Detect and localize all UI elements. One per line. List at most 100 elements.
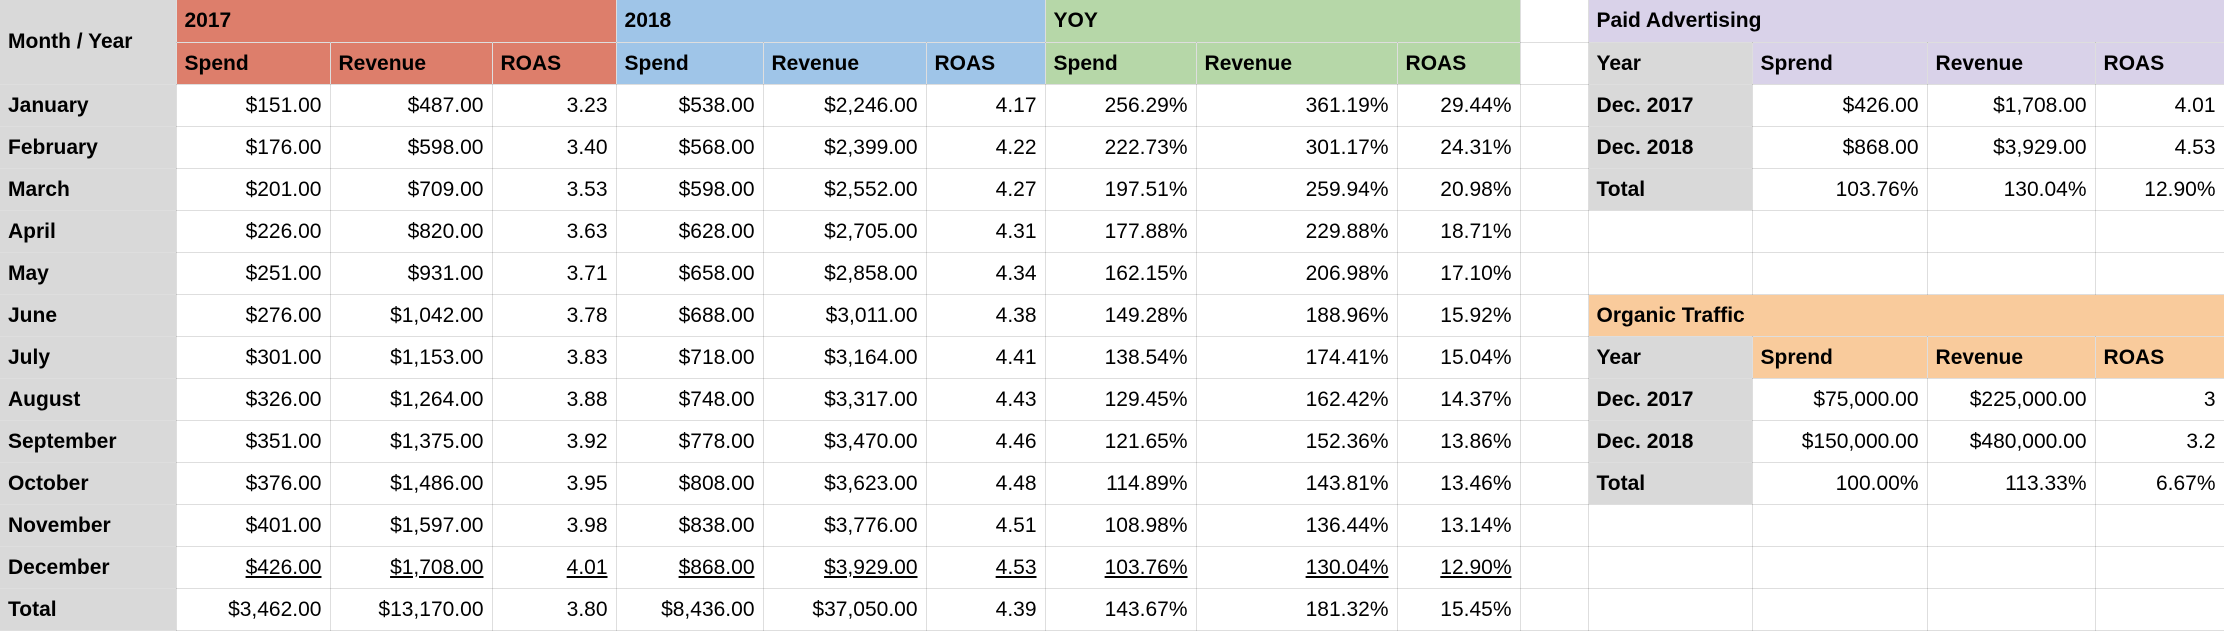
cell-2017-spend[interactable]: $376.00 xyxy=(176,462,331,505)
paid-spend-cell[interactable]: 103.76% xyxy=(1752,168,1928,211)
spacer-cell[interactable] xyxy=(1520,0,1589,43)
cell-2018-spend[interactable]: $538.00 xyxy=(616,84,764,127)
cell-2017-revenue[interactable]: $1,042.00 xyxy=(330,294,493,337)
organic-roas-cell[interactable]: 3 xyxy=(2095,378,2224,421)
cell-yoy-revenue[interactable]: 206.98% xyxy=(1196,252,1398,295)
organic-row-label[interactable]: Dec. 2018 xyxy=(1588,420,1753,463)
empty-cell[interactable] xyxy=(1927,504,2096,547)
paid-roas-cell[interactable]: 4.53 xyxy=(2095,126,2224,169)
col-header-organic-revenue[interactable]: Revenue xyxy=(1927,336,2096,379)
organic-row-label[interactable]: Total xyxy=(1588,462,1753,505)
empty-cell[interactable] xyxy=(1927,210,2096,253)
col-header-2017-spend[interactable]: Spend xyxy=(176,42,331,85)
empty-cell[interactable] xyxy=(1927,546,2096,589)
empty-cell[interactable] xyxy=(1752,210,1928,253)
cell-yoy-spend[interactable]: 129.45% xyxy=(1045,378,1197,421)
col-header-2018-roas[interactable]: ROAS xyxy=(926,42,1046,85)
cell-2018-spend[interactable]: $808.00 xyxy=(616,462,764,505)
cell-2018-spend[interactable]: $868.00 xyxy=(616,546,764,589)
cell-2017-roas[interactable]: 3.63 xyxy=(492,210,617,253)
cell-2017-roas[interactable]: 3.98 xyxy=(492,504,617,547)
cell-2017-revenue[interactable]: $1,153.00 xyxy=(330,336,493,379)
cell-2017-revenue[interactable]: $820.00 xyxy=(330,210,493,253)
cell-2018-spend[interactable]: $568.00 xyxy=(616,126,764,169)
cell-2018-spend[interactable]: $778.00 xyxy=(616,420,764,463)
col-header-paid-year[interactable]: Year xyxy=(1588,42,1753,85)
cell-yoy-revenue[interactable]: 162.42% xyxy=(1196,378,1398,421)
empty-cell[interactable] xyxy=(1588,588,1753,631)
cell-2018-revenue[interactable]: $3,776.00 xyxy=(763,504,927,547)
group-header-2017[interactable]: 2017 xyxy=(176,0,617,43)
spacer-cell[interactable] xyxy=(1520,252,1589,295)
cell-2017-roas[interactable]: 3.80 xyxy=(492,588,617,631)
cell-2018-revenue[interactable]: $3,623.00 xyxy=(763,462,927,505)
paid-roas-cell[interactable]: 4.01 xyxy=(2095,84,2224,127)
col-header-yoy-roas[interactable]: ROAS xyxy=(1397,42,1521,85)
cell-2018-spend[interactable]: $598.00 xyxy=(616,168,764,211)
cell-2017-revenue[interactable]: $487.00 xyxy=(330,84,493,127)
organic-spend-cell[interactable]: $150,000.00 xyxy=(1752,420,1928,463)
cell-2018-roas[interactable]: 4.17 xyxy=(926,84,1046,127)
cell-2017-spend[interactable]: $201.00 xyxy=(176,168,331,211)
cell-yoy-spend[interactable]: 108.98% xyxy=(1045,504,1197,547)
col-header-paid-roas[interactable]: ROAS xyxy=(2095,42,2224,85)
cell-2017-spend[interactable]: $251.00 xyxy=(176,252,331,295)
cell-2018-revenue[interactable]: $2,858.00 xyxy=(763,252,927,295)
cell-2017-spend[interactable]: $276.00 xyxy=(176,294,331,337)
cell-2018-spend[interactable]: $628.00 xyxy=(616,210,764,253)
cell-yoy-roas[interactable]: 20.98% xyxy=(1397,168,1521,211)
paid-row-label[interactable]: Dec. 2017 xyxy=(1588,84,1753,127)
cell-2018-spend[interactable]: $748.00 xyxy=(616,378,764,421)
cell-2018-revenue[interactable]: $3,011.00 xyxy=(763,294,927,337)
cell-2018-spend[interactable]: $688.00 xyxy=(616,294,764,337)
organic-roas-cell[interactable]: 3.2 xyxy=(2095,420,2224,463)
cell-2017-spend[interactable]: $151.00 xyxy=(176,84,331,127)
cell-2018-revenue[interactable]: $3,317.00 xyxy=(763,378,927,421)
paid-revenue-cell[interactable]: $1,708.00 xyxy=(1927,84,2096,127)
cell-yoy-roas[interactable]: 15.92% xyxy=(1397,294,1521,337)
empty-cell[interactable] xyxy=(1927,588,2096,631)
cell-2017-spend[interactable]: $176.00 xyxy=(176,126,331,169)
organic-roas-cell[interactable]: 6.67% xyxy=(2095,462,2224,505)
cell-2018-roas[interactable]: 4.41 xyxy=(926,336,1046,379)
cell-yoy-revenue[interactable]: 361.19% xyxy=(1196,84,1398,127)
col-header-yoy-spend[interactable]: Spend xyxy=(1045,42,1197,85)
cell-yoy-roas[interactable]: 13.46% xyxy=(1397,462,1521,505)
cell-yoy-roas[interactable]: 13.14% xyxy=(1397,504,1521,547)
cell-2017-revenue[interactable]: $1,264.00 xyxy=(330,378,493,421)
spacer-cell[interactable] xyxy=(1520,378,1589,421)
organic-revenue-cell[interactable]: $225,000.00 xyxy=(1927,378,2096,421)
month-label[interactable]: July xyxy=(0,336,177,379)
col-header-2018-revenue[interactable]: Revenue xyxy=(763,42,927,85)
group-header-yoy[interactable]: YOY xyxy=(1045,0,1521,43)
empty-cell[interactable] xyxy=(1752,504,1928,547)
cell-2018-roas[interactable]: 4.46 xyxy=(926,420,1046,463)
month-label[interactable]: October xyxy=(0,462,177,505)
cell-yoy-revenue[interactable]: 174.41% xyxy=(1196,336,1398,379)
month-label[interactable]: February xyxy=(0,126,177,169)
month-label[interactable]: Total xyxy=(0,588,177,631)
spacer-cell[interactable] xyxy=(1520,42,1589,85)
cell-2017-roas[interactable]: 3.83 xyxy=(492,336,617,379)
cell-yoy-spend[interactable]: 177.88% xyxy=(1045,210,1197,253)
cell-yoy-roas[interactable]: 18.71% xyxy=(1397,210,1521,253)
cell-2018-spend[interactable]: $838.00 xyxy=(616,504,764,547)
empty-cell[interactable] xyxy=(1588,504,1753,547)
cell-2018-roas[interactable]: 4.31 xyxy=(926,210,1046,253)
cell-2017-roas[interactable]: 3.88 xyxy=(492,378,617,421)
cell-2017-roas[interactable]: 4.01 xyxy=(492,546,617,589)
cell-yoy-spend[interactable]: 162.15% xyxy=(1045,252,1197,295)
col-header-yoy-revenue[interactable]: Revenue xyxy=(1196,42,1398,85)
empty-cell[interactable] xyxy=(1588,252,1753,295)
spacer-cell[interactable] xyxy=(1520,336,1589,379)
cell-2017-revenue[interactable]: $1,486.00 xyxy=(330,462,493,505)
month-label[interactable]: September xyxy=(0,420,177,463)
cell-2017-roas[interactable]: 3.23 xyxy=(492,84,617,127)
cell-2017-roas[interactable]: 3.40 xyxy=(492,126,617,169)
cell-2017-revenue[interactable]: $598.00 xyxy=(330,126,493,169)
empty-cell[interactable] xyxy=(1927,252,2096,295)
cell-yoy-spend[interactable]: 138.54% xyxy=(1045,336,1197,379)
spacer-cell[interactable] xyxy=(1520,546,1589,589)
paid-roas-cell[interactable]: 12.90% xyxy=(2095,168,2224,211)
month-label[interactable]: May xyxy=(0,252,177,295)
